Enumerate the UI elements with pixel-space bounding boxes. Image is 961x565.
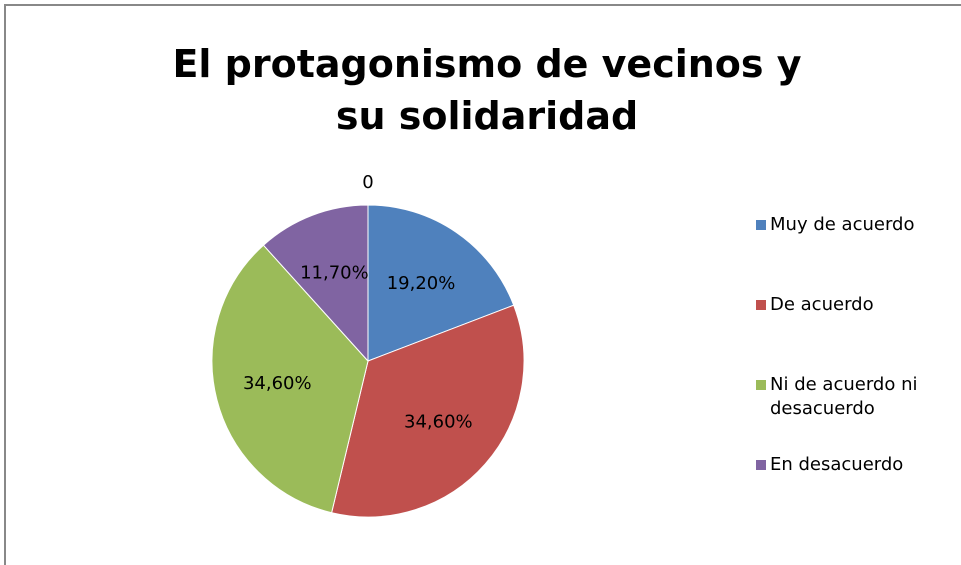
legend-entry: Muy de acuerdo [752,213,961,237]
legend-entry: De acuerdo [752,293,961,317]
legend-label: En desacuerdo [770,454,904,475]
legend-entry: Ni de acuerdo ni desacuerdo [752,373,961,421]
legend-swatch [756,380,766,390]
data-label: 0 [362,172,373,193]
chart-title: El protagonismo de vecinos y su solidari… [172,42,802,138]
legend-label: De acuerdo [770,294,874,315]
pie-slice [211,244,369,514]
legend-swatch [756,300,766,310]
chart-frame [4,4,961,565]
pie-slice [262,204,369,363]
legend-swatch [756,460,766,470]
legend-entry: En desacuerdo [752,453,961,477]
data-label: 34,60% [243,373,312,394]
data-label: 11,70% [300,263,369,284]
pie-slice [367,204,515,362]
legend-label: Muy de acuerdo [770,214,915,235]
data-label: 34,60% [404,412,473,433]
pie-slice [331,304,525,518]
legend-label: Ni de acuerdo ni desacuerdo [770,374,918,419]
legend-swatch [756,220,766,230]
data-label: 19,20% [387,273,456,294]
